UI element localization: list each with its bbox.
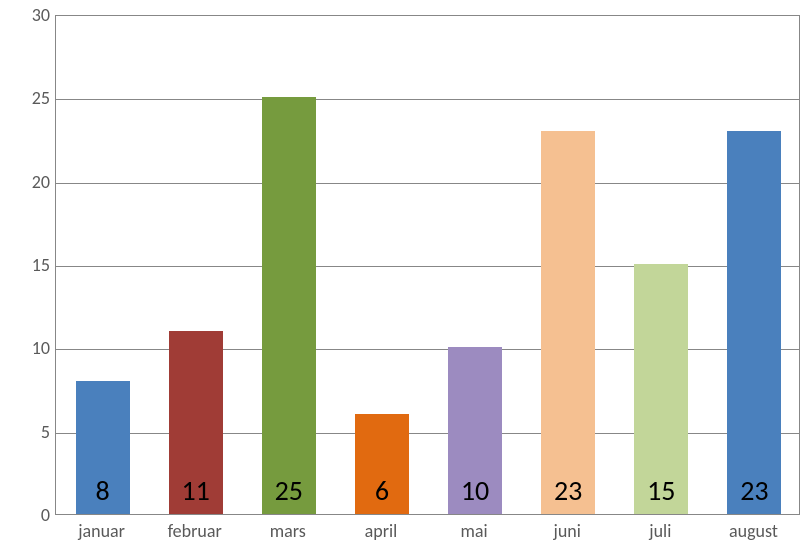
bar-mai: 10: [448, 347, 502, 514]
y-axis-tick-label: 10: [5, 337, 50, 359]
bar-juli: 15: [634, 264, 688, 514]
bar-april: 6: [355, 414, 409, 514]
plot-area: 8 11 25 6 10 23 15 23: [55, 15, 800, 515]
x-axis-tick-label: januar: [78, 520, 125, 542]
y-axis-tick-label: 0: [5, 504, 50, 526]
bar-value-label: 8: [76, 473, 130, 508]
x-axis-tick-label: juli: [649, 520, 671, 542]
bar-value-label: 11: [169, 473, 223, 508]
y-axis-tick-label: 30: [5, 4, 50, 26]
bar-value-label: 23: [727, 473, 781, 508]
bar-value-label: 25: [262, 473, 316, 508]
x-axis-tick-label: april: [365, 520, 398, 542]
y-axis-tick-label: 25: [5, 87, 50, 109]
x-axis-tick-label: mai: [460, 520, 487, 542]
bar-value-label: 23: [541, 473, 595, 508]
gridline: [56, 183, 799, 184]
gridline: [56, 99, 799, 100]
y-axis-tick-label: 15: [5, 254, 50, 276]
bar-februar: 11: [169, 331, 223, 514]
bar-januar: 8: [76, 381, 130, 514]
bar-august: 23: [727, 131, 781, 514]
bar-juni: 23: [541, 131, 595, 514]
bar-value-label: 6: [355, 473, 409, 508]
bar-chart: 8 11 25 6 10 23 15 23 0 5 10 15 20 25 30 januar februa…: [0, 0, 812, 559]
bar-value-label: 10: [448, 473, 502, 508]
x-axis-tick-label: august: [729, 520, 778, 542]
bar-value-label: 15: [634, 473, 688, 508]
bar-mars: 25: [262, 97, 316, 514]
x-axis-tick-label: februar: [168, 520, 222, 542]
y-axis-tick-label: 20: [5, 171, 50, 193]
y-axis-tick-label: 5: [5, 421, 50, 443]
x-axis-tick-label: juni: [554, 520, 581, 542]
x-axis-tick-label: mars: [270, 520, 306, 542]
